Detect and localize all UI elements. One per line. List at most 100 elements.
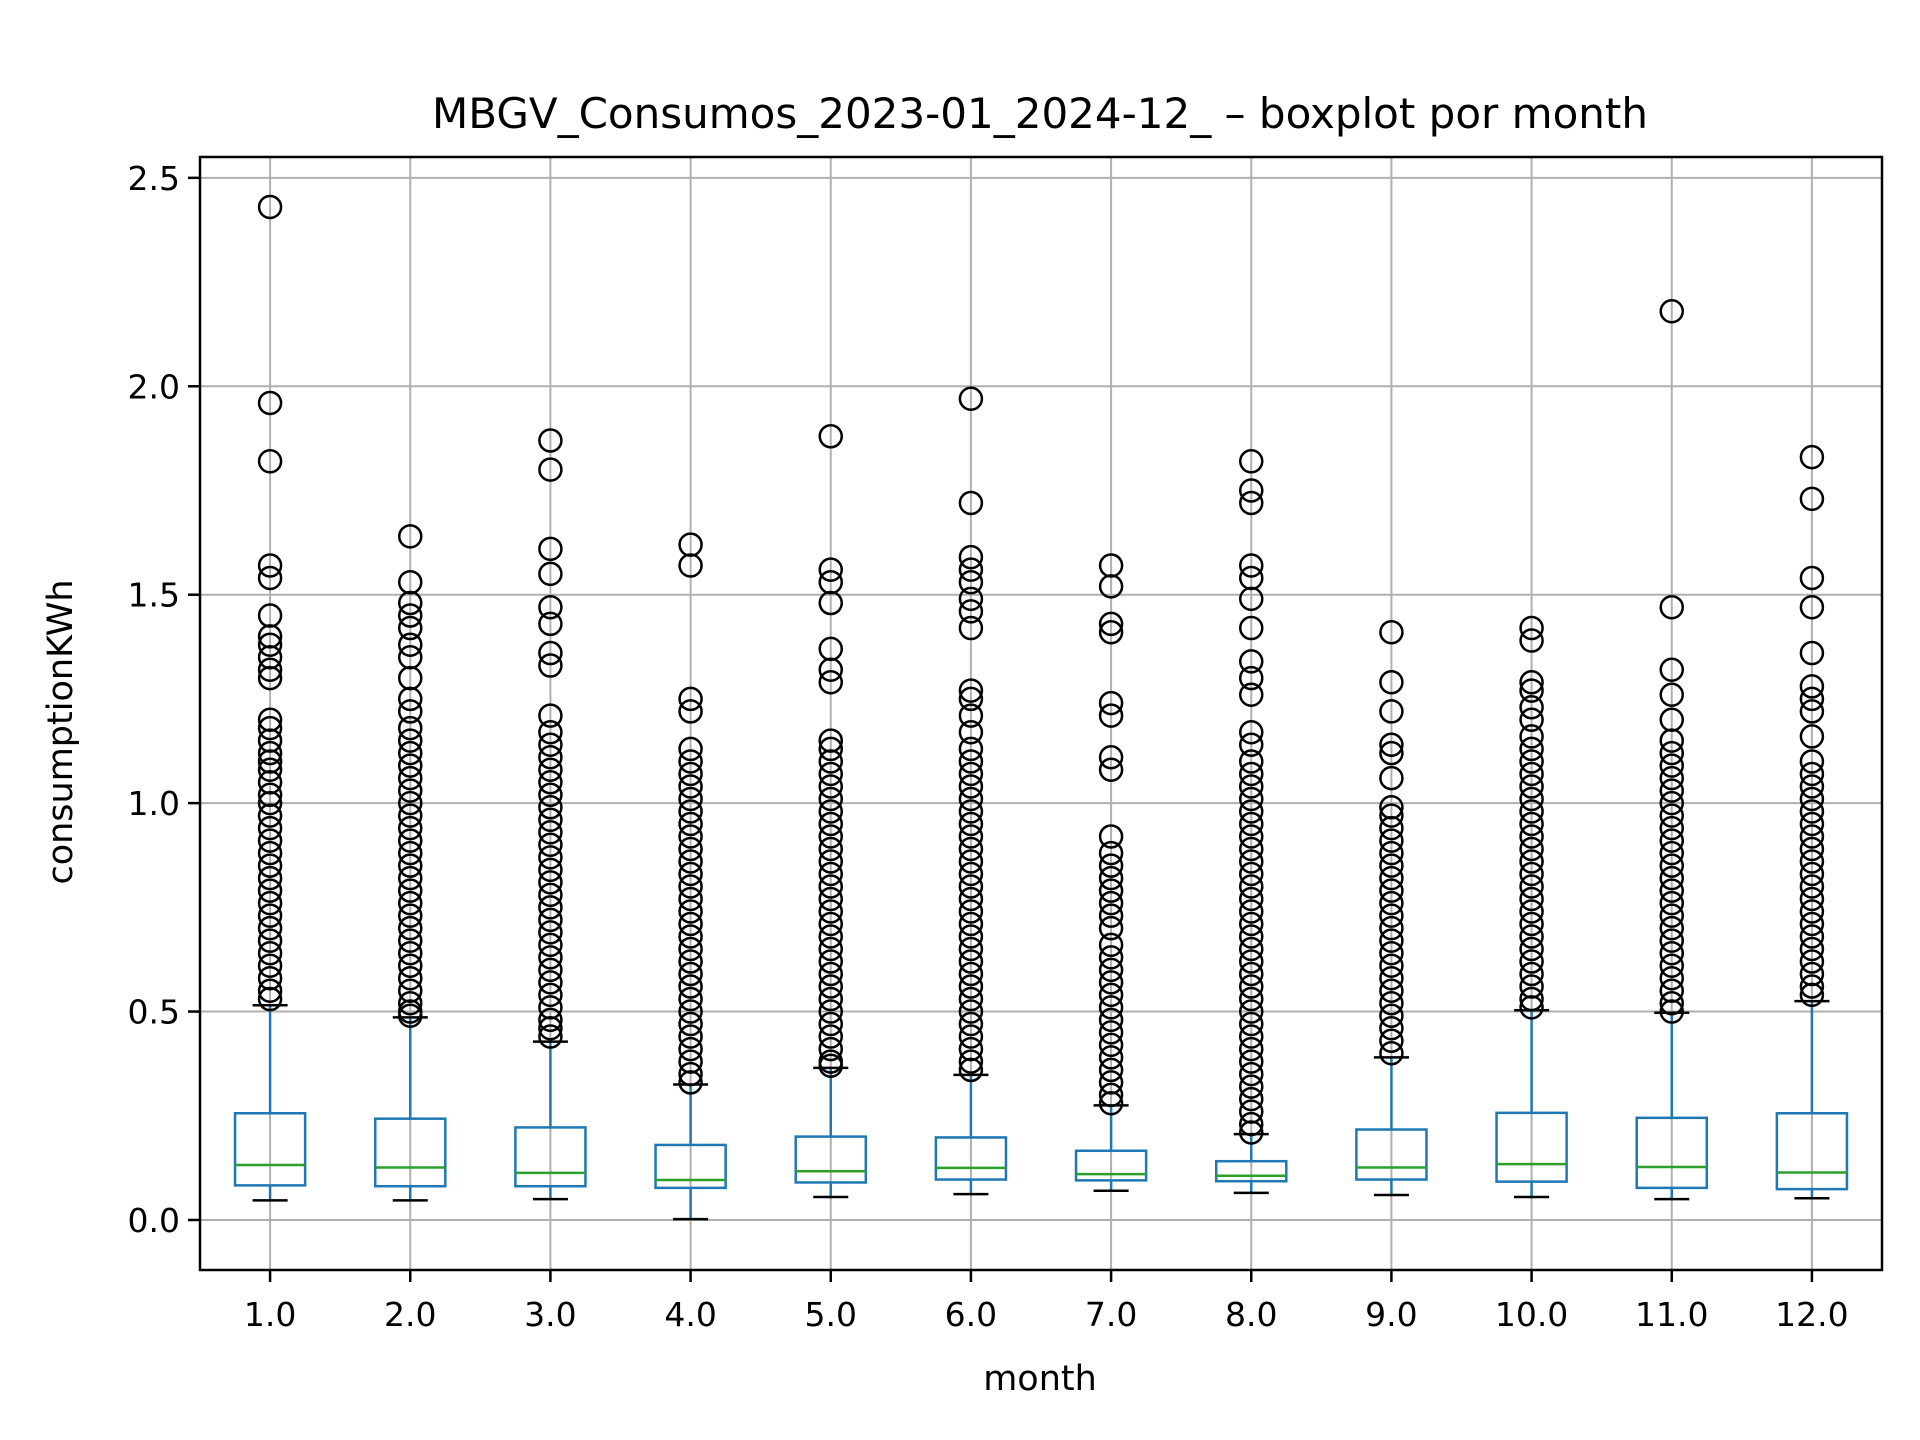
outlier-point (398, 615, 423, 641)
outlier-point (1799, 761, 1825, 787)
outlier-point (1239, 974, 1264, 999)
outlier-point (398, 603, 423, 628)
y-tick-label: 2.0 (128, 367, 180, 406)
outlier-point (1379, 965, 1404, 991)
y-tick-label: 1.5 (128, 576, 180, 615)
outlier-point (398, 928, 423, 953)
outlier-point (1098, 890, 1124, 916)
outlier-point (818, 749, 843, 774)
outlier-point (257, 890, 283, 916)
outlier-point (678, 811, 703, 837)
outlier-point (398, 853, 423, 878)
outlier-point (1379, 765, 1404, 791)
outlier-point (1239, 936, 1264, 962)
box-month-10.0 (1495, 615, 1568, 1199)
outlier-point (958, 774, 984, 799)
outlier-point (958, 386, 984, 412)
outlier-point (1799, 949, 1825, 974)
x-tick-label: 5.0 (805, 1295, 857, 1334)
outlier-point (1239, 849, 1264, 874)
outlier-point (398, 803, 423, 828)
outlier-point (818, 874, 843, 899)
outlier-point (1659, 965, 1684, 991)
outlier-point (678, 1024, 703, 1049)
outlier-point (1098, 903, 1124, 928)
outlier-point (1098, 690, 1124, 716)
outlier-point (678, 874, 703, 899)
outlier-point (257, 757, 283, 783)
outlier-point (678, 553, 703, 578)
outlier-point (257, 915, 283, 941)
outlier-point (538, 932, 563, 958)
outlier-point (1659, 878, 1684, 903)
outlier-point (958, 720, 984, 745)
outlier-point (678, 886, 703, 912)
outlier-point (1098, 970, 1124, 995)
outlier-point (398, 632, 423, 657)
outlier-point (1098, 745, 1124, 770)
outlier-point (1098, 1082, 1124, 1108)
box-month-4.0 (654, 532, 727, 1221)
outlier-point (1519, 936, 1544, 962)
outlier-point (257, 940, 283, 966)
outlier-point (538, 845, 563, 870)
outlier-point (1659, 778, 1684, 803)
outlier-point (1098, 1020, 1124, 1045)
outlier-point (1799, 982, 1825, 1008)
outlier-point (678, 899, 703, 924)
outlier-point (1239, 999, 1264, 1024)
outlier-point (958, 749, 984, 774)
outlier-point (818, 911, 843, 937)
outlier-point (818, 861, 843, 887)
y-tick-label: 0.0 (128, 1201, 180, 1240)
outlier-point (398, 878, 423, 903)
outlier-point (1098, 703, 1124, 728)
outlier-point (398, 828, 423, 853)
outlier-point (398, 790, 423, 816)
outlier-point (1799, 799, 1825, 824)
outlier-point (1098, 824, 1124, 849)
outlier-point (818, 986, 843, 1012)
outlier-point (1519, 874, 1544, 899)
outlier-point (398, 903, 423, 928)
outlier-point (257, 790, 283, 816)
outlier-point (818, 1053, 843, 1078)
outlier-point (678, 1036, 703, 1062)
outlier-point (818, 886, 843, 912)
outlier-point (1379, 903, 1404, 928)
outlier-point (1239, 1086, 1264, 1112)
outlier-point (958, 886, 984, 912)
box-month-3.0 (514, 428, 587, 1201)
outlier-point (958, 811, 984, 837)
outlier-point (1239, 986, 1264, 1012)
outlier-point (958, 761, 984, 787)
outlier-point (1659, 999, 1684, 1024)
outlier-point (818, 836, 843, 862)
outlier-point (1799, 974, 1825, 999)
outlier-point (398, 965, 423, 991)
outlier-point (538, 882, 563, 908)
outlier-point (1239, 811, 1264, 837)
outlier-point (1799, 749, 1825, 774)
outlier-point (818, 799, 843, 824)
outlier-point (538, 653, 563, 678)
outlier-point (958, 678, 984, 703)
outlier-point (1799, 886, 1825, 912)
outlier-point (818, 924, 843, 949)
outlier-point (257, 715, 283, 741)
outlier-point (1239, 732, 1264, 758)
outlier-point (398, 524, 423, 549)
outlier-point (398, 728, 423, 753)
outlier-point (1098, 878, 1124, 903)
outlier-point (538, 536, 563, 562)
outlier-point (1659, 840, 1684, 866)
outlier-point (1098, 1032, 1124, 1058)
outlier-point (958, 1057, 984, 1083)
iqr-box (1635, 1116, 1709, 1190)
box-month-7.0 (1074, 553, 1148, 1193)
outlier-point (1239, 1120, 1264, 1145)
outlier-point (818, 657, 843, 682)
outlier-point (1659, 815, 1684, 841)
outlier-point (958, 586, 984, 612)
